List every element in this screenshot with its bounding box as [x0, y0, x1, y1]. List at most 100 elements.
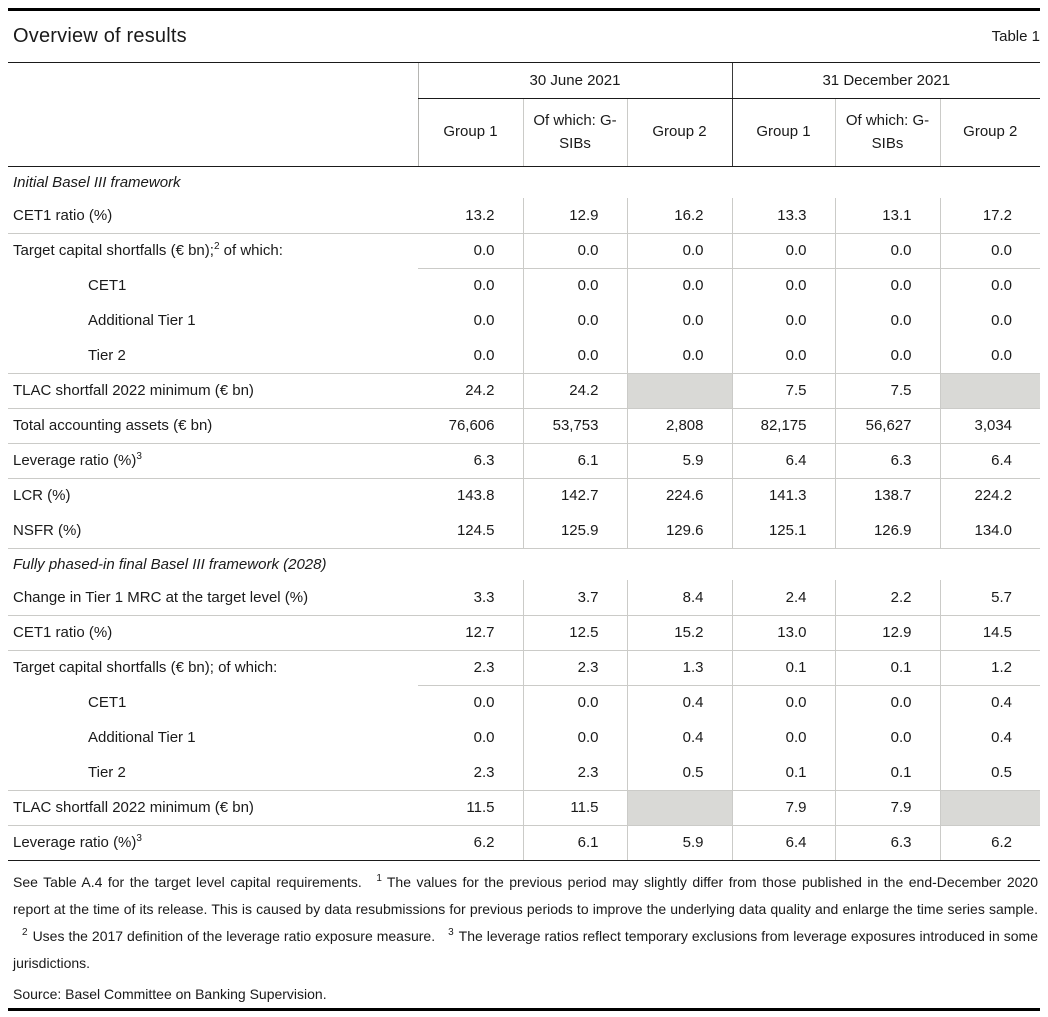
value-cell: 143.8: [456, 487, 495, 505]
row-label: Leverage ratio (%)3: [8, 443, 418, 479]
section-title: Initial Basel III framework: [13, 173, 181, 191]
value-cell: 0.0: [522, 720, 627, 755]
value-cell: 0.0: [418, 233, 523, 269]
value-cell: 125.1: [731, 513, 835, 549]
shaded-cell: [626, 790, 732, 826]
value-cell: 0.4: [626, 720, 732, 755]
table-row: LCR (%) 143.8 142.7 224.6 141.3 138.7 224.2: [8, 478, 1041, 513]
value-cell: 7.5: [731, 373, 835, 409]
value-cell: 0.4: [939, 720, 1041, 755]
value-cell: 6.4: [939, 443, 1041, 479]
table-row: CET1 ratio (%) 12.7 12.5 15.2 13.0 12.9 14.5: [8, 615, 1041, 651]
value-cell: 11.5: [522, 790, 627, 826]
value-cell: 0.0: [522, 303, 627, 338]
table-row: Additional Tier 1 0.0 0.0 0.4 0.0 0.0 0.4: [8, 720, 1041, 755]
row-label: CET1: [88, 694, 127, 711]
value-cell: 0.0: [473, 312, 495, 329]
value-cell: 0.0: [626, 303, 732, 338]
value-cell: 2.3: [418, 650, 523, 686]
value-cell: 0.0: [522, 685, 627, 720]
value-cell: 2.3: [522, 650, 627, 686]
value-cell: 6.3: [834, 443, 940, 479]
value-cell: 13.3: [731, 198, 835, 234]
value-cell: 2.4: [731, 580, 835, 616]
row-label: Additional Tier 1: [88, 729, 196, 746]
table-row: CET1 ratio (%) 13.2 12.9 16.2 13.3 13.1 17.2: [8, 198, 1041, 234]
value-cell: 13.0: [731, 615, 835, 651]
column-header-june-group-2: Group 2: [626, 98, 732, 167]
value-cell: 224.6: [626, 478, 732, 513]
bottom-rule: [8, 1008, 1040, 1011]
row-label: CET1: [88, 277, 127, 294]
value-cell: 12.9: [834, 615, 940, 651]
column-header-june-of-which-g-sibs: Of which: G-SIBs: [522, 98, 627, 167]
value-cell: 0.0: [626, 233, 732, 269]
value-cell: 12.7: [418, 615, 523, 651]
table-end-rule: [8, 860, 1040, 861]
value-cell: 125.9: [522, 513, 627, 549]
column-header-dec-group-2: Group 2: [939, 98, 1041, 167]
value-cell: 0.0: [731, 338, 835, 374]
table-row: Additional Tier 1 0.0 0.0 0.0 0.0 0.0 0.0: [8, 303, 1041, 338]
column-group-june-2021: 30 June 2021: [417, 63, 732, 99]
value-cell: 141.3: [731, 478, 835, 513]
value-cell: 0.1: [731, 650, 835, 686]
value-cell: 8.4: [626, 580, 732, 616]
value-cell: 56,627: [834, 408, 940, 444]
value-cell: 24.2: [418, 373, 523, 409]
value-cell: 12.5: [522, 615, 627, 651]
value-cell: 5.7: [939, 580, 1041, 616]
value-cell: 0.0: [626, 338, 732, 374]
table-row: Tier 2 2.3 2.3 0.5 0.1 0.1 0.5: [8, 755, 1041, 791]
value-cell: 0.1: [834, 755, 940, 791]
value-cell: 6.3: [834, 825, 940, 860]
row-label: Tier 2: [8, 338, 418, 374]
row-label: Target capital shortfalls (€ bn);2 of wh…: [13, 241, 283, 260]
value-cell: 7.9: [834, 790, 940, 826]
overview-results-table: 30 June 2021 31 December 2021 Group 1 Of …: [8, 63, 1041, 860]
column-group-december-2021: 31 December 2021: [731, 63, 1041, 99]
row-label: Additional Tier 1: [88, 312, 196, 329]
value-cell: 3,034: [939, 408, 1041, 444]
value-cell: 5.9: [626, 825, 732, 860]
value-cell: 15.2: [626, 615, 732, 651]
column-header-june-group-1: Group 1: [417, 98, 523, 167]
value-cell: 0.0: [834, 338, 940, 374]
value-cell: 3.7: [522, 580, 627, 616]
value-cell: 0.0: [522, 233, 627, 269]
value-cell: 0.0: [834, 685, 940, 720]
row-label: CET1 ratio (%): [8, 615, 418, 651]
empty-corner-cell: [8, 63, 418, 98]
value-cell: 0.0: [834, 303, 940, 338]
table-row: CET1 0.0 0.0 0.0 0.0 0.0 0.0: [8, 268, 1041, 303]
group-header-row: Group 1 Of which: G-SIBs Group 2 Group 1 Of …: [8, 98, 1041, 167]
source-line: Source: Basel Committee on Banking Super…: [13, 986, 327, 1002]
row-label: CET1 ratio (%): [8, 198, 418, 234]
table-row: Leverage ratio (%)3 6.3 6.1 5.9 6.4 6.3 6.4: [8, 443, 1041, 479]
value-cell: 0.1: [731, 755, 835, 791]
row-label: Leverage ratio (%)3: [13, 833, 142, 852]
value-cell: 142.7: [522, 478, 627, 513]
value-cell: 17.2: [939, 198, 1041, 234]
value-cell: 0.0: [731, 685, 835, 720]
value-cell: 24.2: [522, 373, 627, 409]
period-header-row: 30 June 2021 31 December 2021: [8, 63, 1041, 99]
footnote-marker: 3: [448, 927, 454, 939]
value-cell: 0.4: [939, 685, 1041, 720]
value-cell: 0.0: [473, 729, 495, 746]
row-label: Change in Tier 1 MRC at the target level…: [8, 580, 418, 616]
value-cell: 0.4: [626, 685, 732, 720]
value-cell: 5.9: [626, 443, 732, 479]
page-title: Overview of results: [13, 25, 187, 47]
table-row: Tier 2 0.0 0.0 0.0 0.0 0.0 0.0: [8, 338, 1041, 374]
value-cell: 6.4: [731, 825, 835, 860]
row-label: TLAC shortfall 2022 minimum (€ bn): [8, 373, 418, 409]
footnote-marker: 3: [136, 833, 142, 845]
row-label: LCR (%): [13, 487, 71, 505]
value-cell: 6.2: [473, 834, 495, 852]
section-header-row: Fully phased-in final Basel III framewor…: [8, 548, 1040, 580]
value-cell: 13.1: [834, 198, 940, 234]
value-cell: 0.1: [834, 650, 940, 686]
value-cell: 2,808: [626, 408, 732, 444]
value-cell: 2.3: [522, 755, 627, 791]
